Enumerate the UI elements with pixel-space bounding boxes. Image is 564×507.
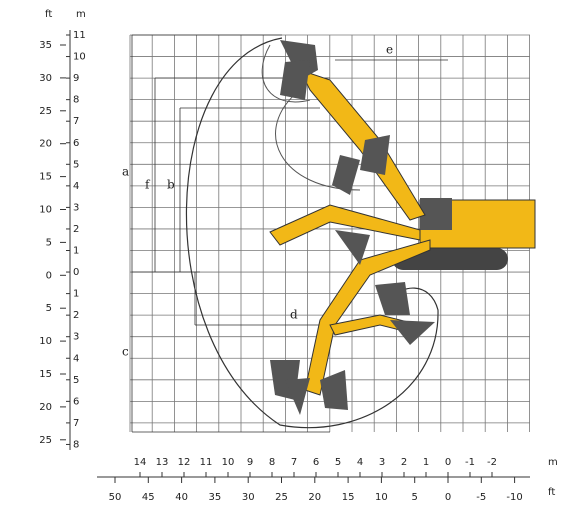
m-scale-label: 1 — [423, 457, 429, 468]
m-scale-label: 6 — [313, 457, 319, 468]
m-scale-label: 2 — [401, 457, 407, 468]
m-scale-label: 13 — [156, 457, 169, 468]
m-scale-label: 10 — [222, 457, 235, 468]
ft-scale-label: 15 — [342, 492, 355, 503]
dimension-label: f — [145, 178, 151, 192]
m-scale-label: 8 — [269, 457, 275, 468]
ft-scale-label: 15 — [39, 172, 52, 183]
ft-scale-label: 5 — [46, 237, 52, 248]
m-scale-label: 6 — [73, 138, 79, 149]
m-scale-label: 7 — [73, 116, 79, 127]
ft-scale-label: 20 — [39, 139, 52, 150]
dimension-label: c — [122, 345, 129, 359]
excavator — [269, 40, 536, 415]
envelope-inner — [261, 44, 311, 103]
ft-scale-label: 10 — [375, 492, 388, 503]
m-scale-label: 8 — [73, 439, 79, 450]
m-scale-label: 9 — [73, 73, 79, 84]
unit-label: m — [76, 9, 86, 20]
m-scale-label: 0 — [73, 267, 79, 278]
m-scale-label: 5 — [73, 375, 79, 386]
m-scale-label: 8 — [73, 95, 79, 106]
ft-scale-label: 5 — [46, 303, 52, 314]
ft-scale-label: 25 — [39, 106, 52, 117]
envelope — [185, 37, 439, 429]
m-scale-label: -2 — [487, 457, 497, 468]
dimension-label: d — [290, 308, 298, 322]
ft-scale-label: 5 — [412, 492, 418, 503]
ft-scale-label: 25 — [39, 435, 52, 446]
m-scale-label: 5 — [335, 457, 341, 468]
ft-scale-label: 20 — [39, 402, 52, 413]
m-scale-label: 7 — [73, 418, 79, 429]
ft-scale-label: 10 — [39, 336, 52, 347]
ft-scale-label: 0 — [46, 270, 52, 281]
m-scale-label: 4 — [73, 181, 79, 192]
m-scale-label: 4 — [357, 457, 363, 468]
ft-scale-label: 20 — [308, 492, 321, 503]
ft-scale-label: 0 — [445, 492, 451, 503]
m-scale-label: 3 — [73, 202, 79, 213]
m-scale-label: 2 — [73, 224, 79, 235]
m-scale-label: 0 — [445, 457, 451, 468]
m-scale-label: 4 — [73, 353, 79, 364]
m-scale-label: 9 — [247, 457, 253, 468]
ft-scale-label: -10 — [506, 492, 522, 503]
unit-label: ft — [45, 9, 52, 20]
m-scale-label: 6 — [73, 396, 79, 407]
ft-scale-label: 50 — [109, 492, 122, 503]
ft-scale-label: 45 — [142, 492, 155, 503]
ft-scale-label: 10 — [39, 205, 52, 216]
m-scale-label: 7 — [291, 457, 297, 468]
m-scale-label: 5 — [73, 159, 79, 170]
envelope-inner — [275, 89, 361, 191]
m-scale-label: -1 — [465, 457, 475, 468]
ft-scale-label: 25 — [275, 492, 288, 503]
ft-scale-label: 30 — [39, 73, 52, 84]
m-scale-label: 2 — [73, 310, 79, 321]
m-scale-label: 10 — [73, 52, 86, 63]
m-scale-label: 3 — [73, 332, 79, 343]
ft-scale-label: -5 — [476, 492, 486, 503]
ft-scale-label: 35 — [39, 40, 52, 51]
unit-label: ft — [548, 487, 555, 498]
m-scale-label: 11 — [73, 30, 86, 41]
ft-scale-label: 40 — [175, 492, 188, 503]
ft-scale-label: 35 — [209, 492, 222, 503]
m-scale-label: 11 — [200, 457, 213, 468]
dimension-label: a — [122, 165, 129, 179]
ft-scale-label: 15 — [39, 369, 52, 380]
ft-scale-label: 30 — [242, 492, 255, 503]
m-scale-label: 14 — [134, 457, 147, 468]
m-scale-label: 1 — [73, 246, 79, 257]
m-scale-label: 1 — [73, 289, 79, 300]
m-scale-label: 3 — [379, 457, 385, 468]
dimension-label: b — [167, 178, 175, 192]
dimension-label: e — [386, 43, 393, 57]
unit-label: m — [548, 457, 558, 468]
m-scale-label: 12 — [178, 457, 191, 468]
